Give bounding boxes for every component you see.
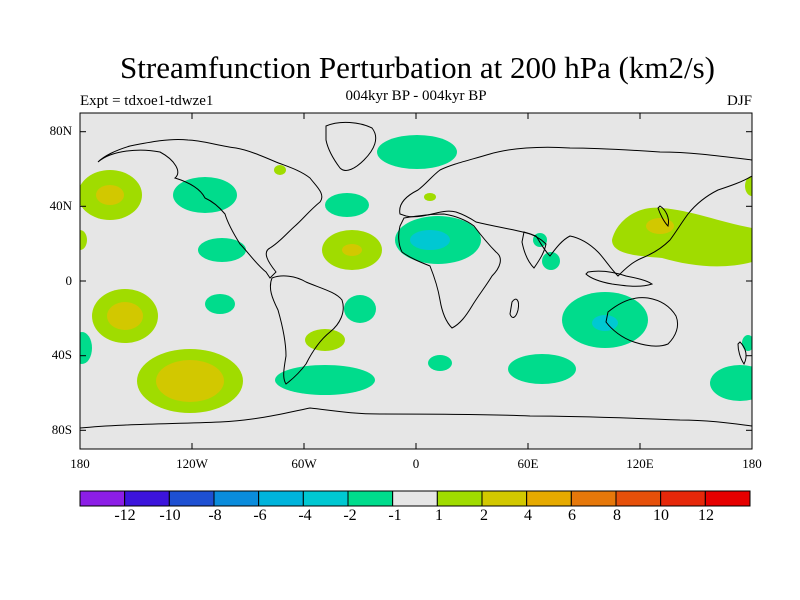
- colorbar-box: [124, 490, 170, 507]
- coastline-india: [521, 231, 547, 269]
- lon-label: 60E: [517, 456, 539, 471]
- coastline-africa: [398, 213, 501, 329]
- colorbar-label: 8: [613, 507, 621, 524]
- lat-label: 40N: [49, 198, 72, 213]
- colorbar-box: [213, 490, 260, 507]
- colorbar-label: 12: [698, 507, 714, 524]
- colorbar-box: [570, 490, 617, 507]
- colorbar-label: -12: [114, 507, 136, 524]
- colorbar-label: -4: [298, 507, 312, 524]
- contour-region: [80, 332, 92, 364]
- contour-region: [428, 355, 452, 371]
- coastline-australia: [605, 297, 679, 347]
- colorbar-label: 10: [653, 507, 669, 524]
- contour-region: [173, 177, 237, 213]
- contour-region: [205, 294, 235, 314]
- contour-region: [344, 295, 376, 323]
- contour-region: [424, 193, 436, 201]
- contour-region: [646, 218, 674, 234]
- colorbar-box: [258, 490, 304, 507]
- coastline-madagascar: [509, 298, 519, 318]
- lat-label: 40S: [51, 347, 72, 362]
- lon-label: 180: [742, 456, 762, 471]
- contour-region: [710, 365, 752, 401]
- contour-region: [305, 329, 345, 351]
- colorbar-label: 2: [480, 507, 488, 524]
- lon-label: 180: [70, 456, 90, 471]
- colorbar-box: [526, 490, 572, 507]
- colorbar-box: [704, 490, 751, 507]
- coastline-japan: [657, 205, 669, 227]
- contour-region: [342, 244, 362, 256]
- contour-region: [107, 302, 143, 330]
- contour-region: [156, 360, 224, 402]
- coastline-indonesia: [585, 270, 654, 287]
- colorbar-label: 4: [524, 507, 532, 524]
- lon-label: 120W: [176, 456, 208, 471]
- coastline-south-america: [269, 275, 344, 385]
- colorbar-box: [79, 490, 126, 507]
- plot-subtitle: 004kyr BP - 004kyr BP: [345, 88, 487, 104]
- colorbar-label: -10: [159, 507, 181, 524]
- coastline-north-america: [97, 139, 323, 279]
- colorbar-box: [168, 490, 215, 507]
- season-label: DJF: [726, 93, 752, 109]
- colorbar-label: 6: [568, 507, 576, 524]
- coastline-antarctica: [80, 407, 752, 429]
- plot-title: Streamfunction Perturbation at 200 hPa (…: [120, 50, 715, 85]
- map-panel: [80, 113, 752, 449]
- colorbar-box: [481, 490, 528, 507]
- contour-region: [745, 176, 752, 196]
- coastline-greenland: [325, 121, 377, 171]
- axis-ticks: [80, 113, 752, 449]
- colorbar-box: [436, 490, 483, 507]
- contour-fills: [80, 135, 752, 413]
- lat-label: 80N: [49, 123, 72, 138]
- contour-region: [410, 230, 450, 250]
- lon-label: 0: [412, 456, 420, 471]
- colorbar-box: [660, 490, 706, 507]
- coastline-new-zealand: [737, 341, 747, 365]
- contour-region: [592, 315, 618, 331]
- contour-region: [274, 165, 286, 175]
- lat-label: 80S: [51, 422, 72, 437]
- colorbar-box: [615, 490, 662, 507]
- contour-region: [542, 252, 560, 270]
- lat-label: 0: [65, 273, 73, 288]
- contour-region: [377, 135, 457, 169]
- colorbar-label: -6: [253, 507, 267, 524]
- colorbar-box: [392, 490, 438, 507]
- colorbar-label: 1: [435, 507, 443, 524]
- lon-label: 120E: [626, 456, 654, 471]
- contour-region: [80, 230, 87, 250]
- contour-region: [325, 193, 369, 217]
- experiment-label: Expt = tdxoe1-tdwze1: [80, 93, 214, 109]
- colorbar-box: [347, 490, 394, 507]
- contour-region: [508, 354, 576, 384]
- lon-label: 60W: [291, 456, 317, 471]
- contour-region: [96, 185, 124, 205]
- contour-region: [198, 238, 246, 262]
- colorbar-label: -8: [208, 507, 222, 524]
- colorbar-label: -2: [343, 507, 357, 524]
- colorbar-box: [302, 490, 349, 507]
- contour-region: [533, 233, 547, 247]
- coastlines: [80, 121, 752, 429]
- coastline-europe-asia: [399, 146, 752, 277]
- colorbar: [79, 490, 751, 507]
- colorbar-label: -1: [388, 507, 402, 524]
- contour-region: [612, 207, 752, 267]
- contour-region: [275, 365, 375, 395]
